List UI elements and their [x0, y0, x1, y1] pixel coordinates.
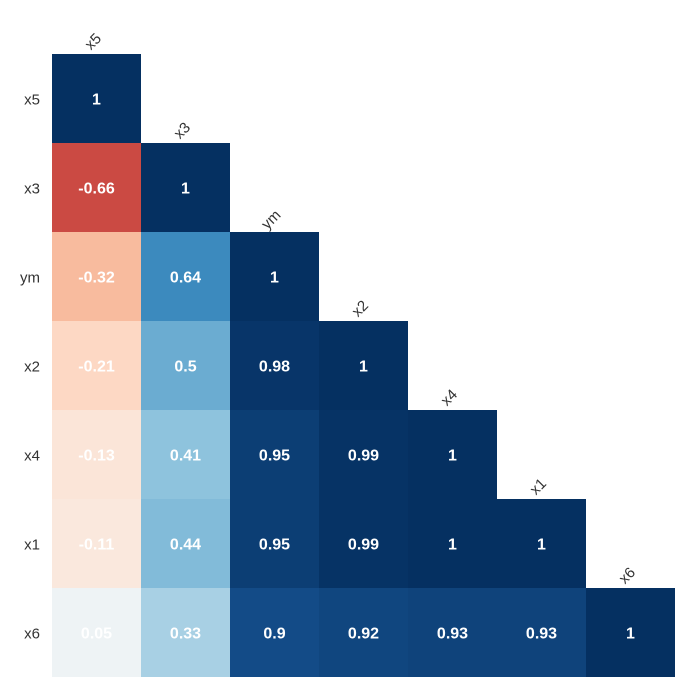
heatmap-cell	[141, 588, 230, 677]
heatmap-cell	[497, 588, 586, 677]
heatmap-value-label: 0.33	[170, 626, 201, 643]
heatmap-value-label: 1	[359, 359, 368, 376]
heatmap-cell	[141, 410, 230, 499]
column-label: ym	[258, 207, 284, 233]
column-label: x2	[349, 297, 372, 320]
cells-layer: 1 -0.66 1 -0.32 0.64 1 -0.21 0.5 0.98 1 -0.13 0.41 0…	[52, 54, 675, 677]
row-label: ym	[20, 270, 40, 287]
heatmap-cell	[52, 143, 141, 232]
heatmap-value-label: 1	[626, 626, 635, 643]
heatmap-value-label: -0.13	[78, 448, 115, 465]
heatmap-value-label: 0.95	[259, 448, 290, 465]
heatmap-value-label: -0.21	[78, 359, 115, 376]
row-label: x4	[24, 448, 40, 465]
heatmap-value-label: 1	[537, 537, 546, 554]
heatmap-cell	[141, 232, 230, 321]
heatmap-value-label: -0.66	[78, 181, 115, 198]
heatmap-value-label: 0.95	[259, 537, 290, 554]
heatmap-cell	[230, 588, 319, 677]
heatmap-cell	[52, 321, 141, 410]
column-label: x5	[82, 30, 105, 53]
heatmap-value-label: 0.41	[170, 448, 201, 465]
heatmap-value-label: 0.99	[348, 537, 379, 554]
heatmap-cell	[230, 232, 319, 321]
column-label: x6	[616, 564, 639, 587]
row-label: x1	[24, 537, 40, 554]
column-label: x4	[438, 386, 461, 409]
heatmap-cell	[52, 410, 141, 499]
heatmap-cell	[52, 588, 141, 677]
row-label: x3	[24, 181, 40, 198]
heatmap-value-label: 1	[448, 537, 457, 554]
heatmap-value-label: 1	[92, 92, 101, 109]
heatmap-value-label: -0.32	[78, 270, 115, 287]
heatmap-value-label: 0.44	[170, 537, 201, 554]
heatmap-cell	[319, 499, 408, 588]
row-label: x5	[24, 92, 40, 109]
heatmap-cell	[319, 321, 408, 410]
heatmap-value-label: 0.64	[170, 270, 201, 287]
heatmap-cell	[230, 499, 319, 588]
heatmap-cell	[141, 499, 230, 588]
heatmap-cell	[408, 588, 497, 677]
heatmap-cell	[408, 499, 497, 588]
heatmap-cell	[52, 499, 141, 588]
heatmap-cell	[319, 410, 408, 499]
heatmap-cell	[586, 588, 675, 677]
heatmap-value-label: 0.9	[263, 626, 285, 643]
heatmap-cell	[52, 54, 141, 143]
heatmap-value-label: 1	[181, 181, 190, 198]
heatmap-value-label: 1	[270, 270, 279, 287]
row-label: x6	[24, 626, 40, 643]
heatmap-value-label: 0.05	[81, 626, 112, 643]
row-label: x2	[24, 359, 40, 376]
heatmap-cell	[230, 410, 319, 499]
heatmap-value-label: 0.93	[526, 626, 557, 643]
heatmap-cell	[141, 143, 230, 232]
heatmap-value-label: 0.5	[174, 359, 196, 376]
heatmap-cell	[230, 321, 319, 410]
heatmap-cell	[52, 232, 141, 321]
heatmap-value-label: 1	[448, 448, 457, 465]
column-label: x1	[527, 475, 550, 498]
heatmap-value-label: 0.98	[259, 359, 290, 376]
heatmap-cell	[319, 588, 408, 677]
heatmap-cell	[408, 410, 497, 499]
heatmap-value-label: -0.11	[79, 537, 115, 554]
heatmap-value-label: 0.92	[348, 626, 379, 643]
heatmap-cell	[141, 321, 230, 410]
heatmap-value-label: 0.99	[348, 448, 379, 465]
heatmap-value-label: 0.93	[437, 626, 468, 643]
column-label: x3	[171, 119, 194, 142]
heatmap-cell	[497, 499, 586, 588]
